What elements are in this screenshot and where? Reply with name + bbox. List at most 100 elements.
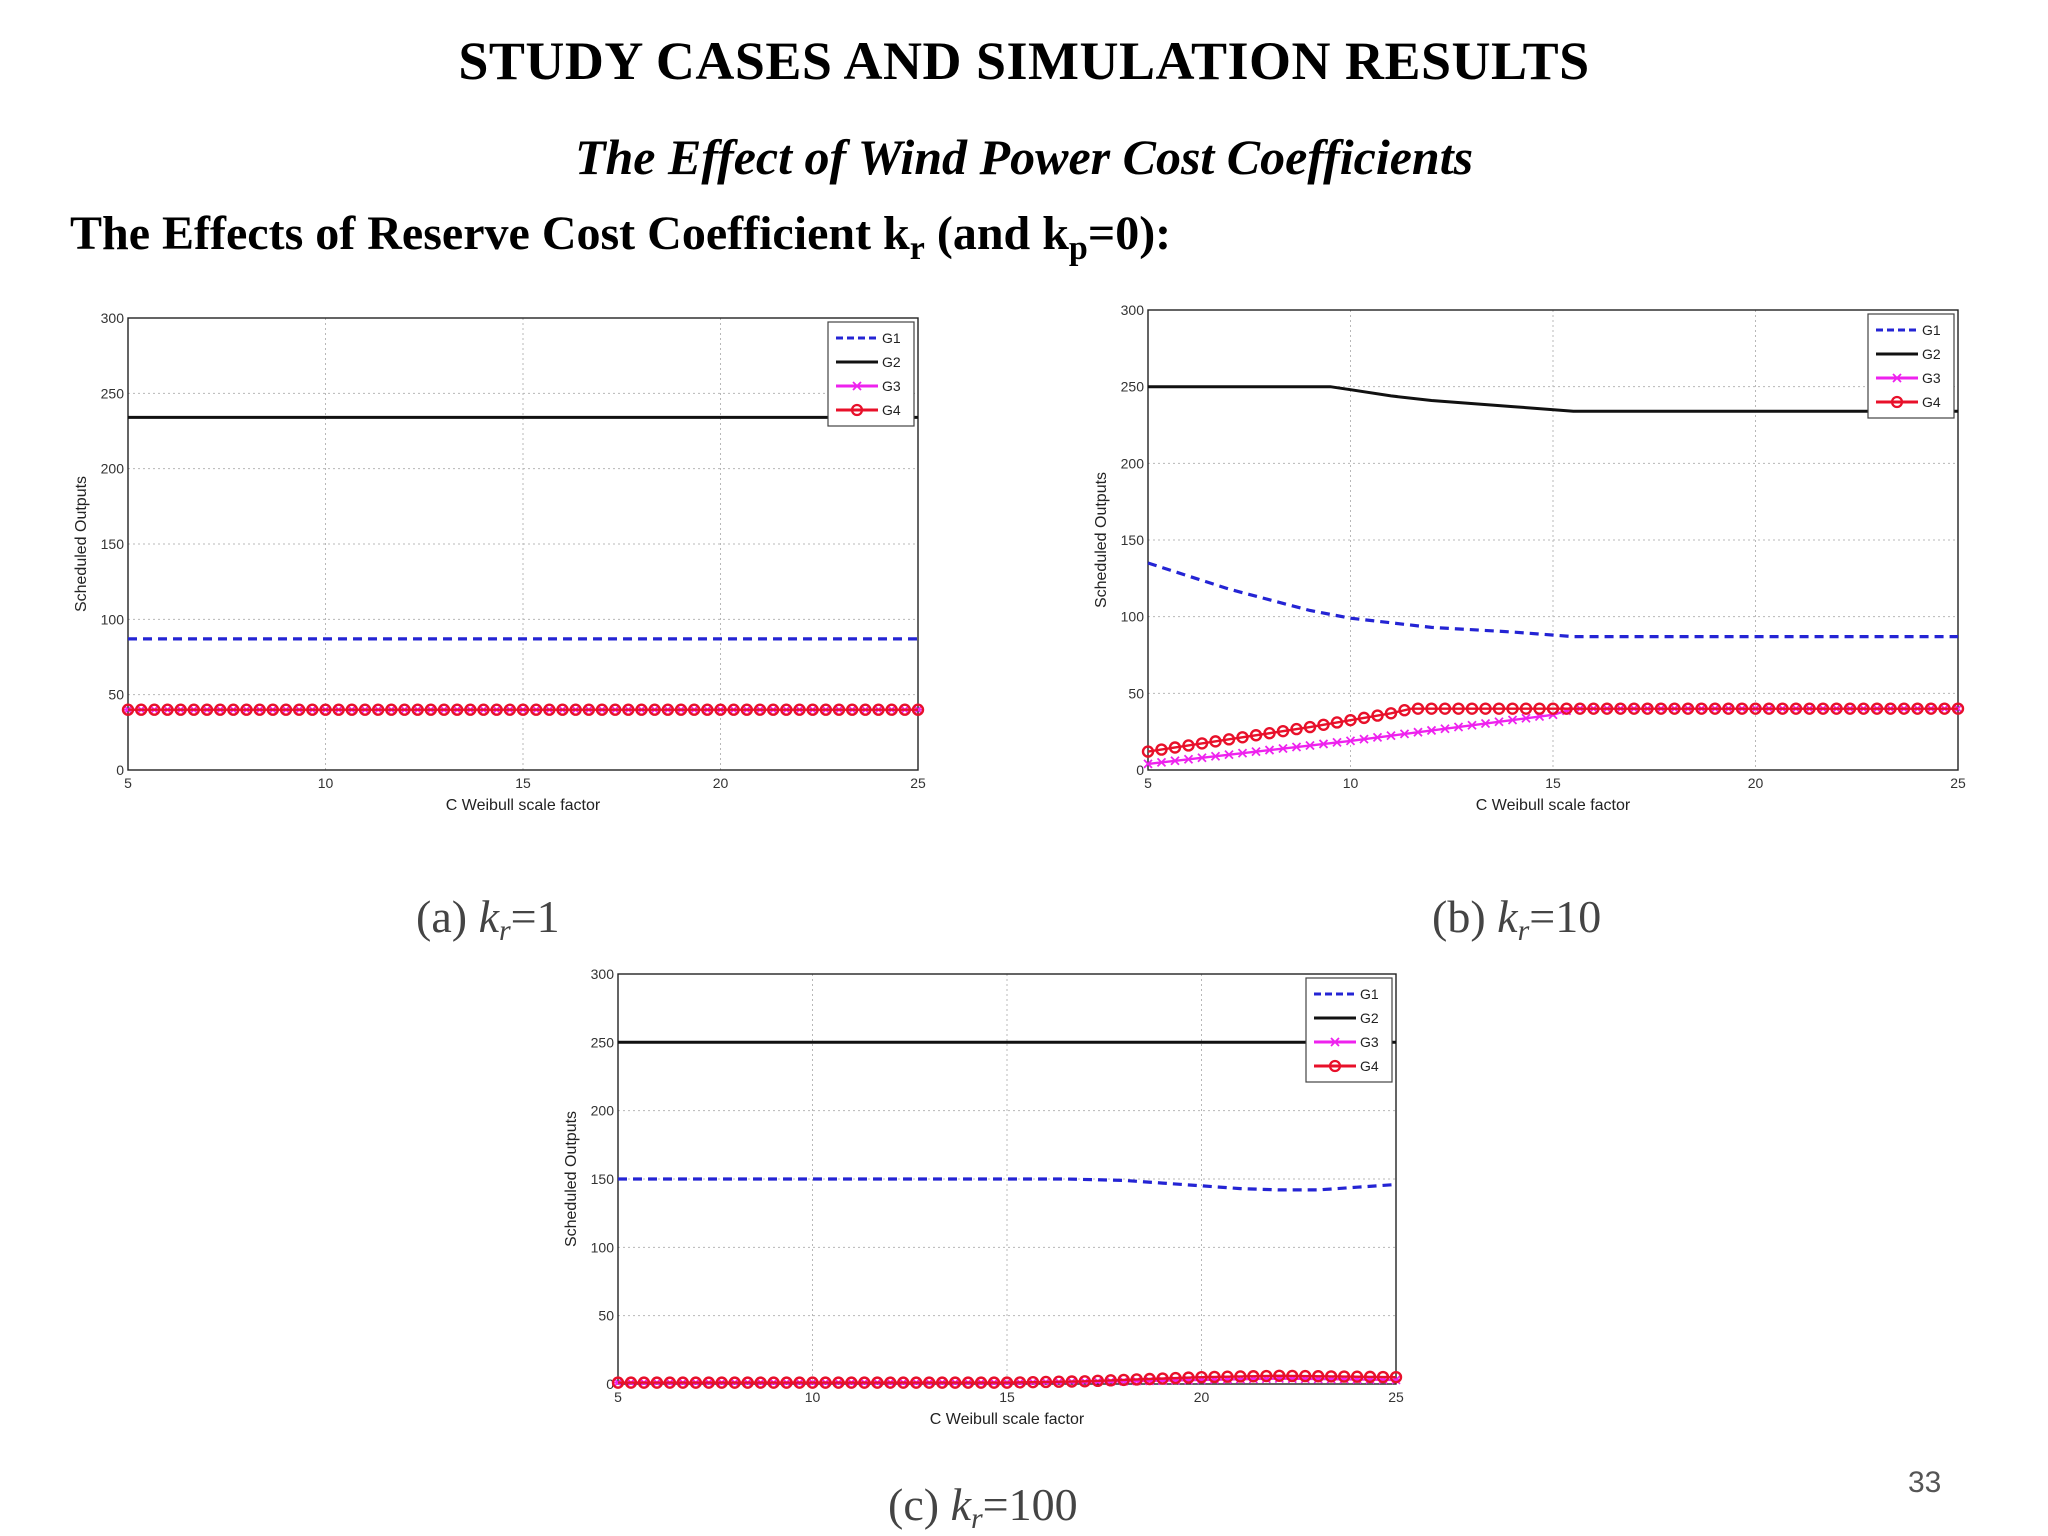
c2-series-G4-point-37 <box>1091 1374 1104 1388</box>
caption-a-eq: =1 <box>510 891 560 942</box>
caption-b-eq: =10 <box>1529 891 1602 942</box>
c2-series-G4-point-45 <box>1195 1370 1208 1384</box>
c1-series-G3-point-9-b <box>1264 745 1275 755</box>
c1-series-G4-point-18 <box>1384 707 1398 720</box>
c1-series-G3-point-24 <box>1467 720 1477 730</box>
c0-series-G4-point-40 <box>648 703 661 716</box>
c1-series-G2-line <box>1148 385 1958 413</box>
c0-series-G4-point-29 <box>503 703 517 716</box>
c1-series-G4-point-46 <box>1762 702 1776 715</box>
c1-series-G3-point-23-b <box>1453 722 1464 732</box>
c1-series-G3-point-15 <box>1345 736 1356 746</box>
c0-series-G4-point-49 <box>766 703 780 716</box>
c1-series-G3-point-11-b <box>1291 742 1302 752</box>
caption-b: (b) kr=10 <box>1432 890 1601 948</box>
c0-series-G4-point-39 <box>635 703 648 716</box>
c1-series-G3-point-1 <box>1156 757 1167 767</box>
slide-subtitle: The Effect of Wind Power Cost Coefficien… <box>574 129 1474 185</box>
c0-series-G4-point-3 <box>161 703 174 716</box>
c1-series-G4-point-7 <box>1236 731 1249 744</box>
c1-series-G3-point-3-b <box>1183 754 1194 764</box>
c2-series-G4-point-7 <box>702 1376 715 1389</box>
c0-series-G4-point-19 <box>371 703 385 716</box>
c0-legend-G2-label: G2 <box>882 354 901 370</box>
c2-series-G4-point-46 <box>1208 1370 1221 1384</box>
c1-series-G3-point-4-b <box>1197 753 1207 763</box>
c1-series-G3-point-23 <box>1453 722 1464 732</box>
c1-series-G3-point-2 <box>1170 756 1180 766</box>
c0-series-G4-point-55 <box>845 703 859 716</box>
c2-series-G4-point-4 <box>663 1376 677 1389</box>
c2-series-G4-point-39 <box>1117 1373 1130 1387</box>
c2-series-G4-point-58 <box>1363 1370 1377 1384</box>
c2-xtick-1: 10 <box>805 1389 821 1405</box>
c1-series-G3-point-7-b <box>1237 748 1248 758</box>
c2-series-G4-point-40 <box>1130 1373 1143 1386</box>
c1-series-G3-point-20-b <box>1413 727 1423 737</box>
c2-series-G4-point-8 <box>715 1376 728 1389</box>
c1-xtick-4: 25 <box>1950 775 1966 791</box>
c2-legend-G4-marker <box>1328 1059 1342 1073</box>
c0-legend-G3-marker <box>852 381 862 391</box>
c2-series-G4-point-34 <box>1052 1375 1066 1388</box>
c1-legend-G3-label: G3 <box>1922 370 1941 386</box>
c0-series-G4-point-0 <box>121 703 135 716</box>
c1-series-G4-point-25 <box>1479 702 1492 715</box>
c1-series-G4-point-34 <box>1600 702 1614 715</box>
c2-ytick-6: 300 <box>591 966 615 982</box>
c0-series-G4-point-57 <box>872 703 885 716</box>
c1-series-G4-point-20 <box>1411 702 1425 715</box>
c1-series-G4-point-10 <box>1276 724 1290 738</box>
c0-series-G4-point-20 <box>385 703 398 716</box>
c1-series-G3-point-26-b <box>1494 717 1504 727</box>
c1-series-G3-point-24-b <box>1467 720 1477 730</box>
c1-series-G4-point-32 <box>1573 702 1587 715</box>
caption-b-k: k <box>1497 891 1518 942</box>
c2-series-G4-point-31 <box>1013 1376 1027 1389</box>
slide-title: STUDY CASES AND SIMULATION RESULTS <box>458 31 1590 91</box>
c1-series-G4-point-44 <box>1735 702 1749 715</box>
c2-ytick-1: 50 <box>598 1308 614 1324</box>
c0-legend-G4-label: G4 <box>882 402 901 418</box>
c0-series-G4-point-47 <box>740 703 754 716</box>
c2-series-G4-point-27 <box>961 1376 975 1389</box>
c2-ylabel: Scheduled Outputs <box>563 1111 580 1247</box>
c2-series-G4-point-23 <box>910 1376 923 1389</box>
c2-series-G4-point-11 <box>754 1376 767 1389</box>
c1-series-G4-point-38 <box>1654 702 1668 715</box>
caption-b-open: (b) <box>1432 891 1498 942</box>
c0-series-G4-point-10 <box>253 703 266 716</box>
c2-series-G4-point-47 <box>1221 1370 1234 1383</box>
c2-series-G4-point-60 <box>1389 1370 1403 1384</box>
c1-series-G3-point-27-b <box>1507 715 1518 725</box>
c1-series-G4-point-36 <box>1627 702 1641 715</box>
c1-ytick-2: 100 <box>1121 609 1145 625</box>
c0-series-G4-point-23 <box>424 703 438 716</box>
c0-series-G4-point-42 <box>674 703 688 716</box>
c0-series-G4-point-41 <box>661 703 675 716</box>
c1-series-G4-point-24 <box>1465 702 1479 715</box>
c2-xtick-2: 15 <box>999 1389 1015 1405</box>
c1-series-G4-point-52 <box>1843 702 1857 715</box>
c1-series-G3-point-25 <box>1480 718 1491 729</box>
c2-series-G4-point-38 <box>1104 1374 1117 1387</box>
c2-series-G4-point-52 <box>1286 1369 1299 1383</box>
c1-ylabel: Scheduled Outputs <box>1093 472 1110 608</box>
c1-series-G4-point-26 <box>1492 702 1506 715</box>
c1-series-G4-point-0 <box>1141 745 1155 758</box>
c1-series-G3-point-28 <box>1521 713 1531 723</box>
c1-series-G3-point-17 <box>1372 732 1383 743</box>
c2-series-G4-point-55 <box>1324 1370 1338 1383</box>
c0-legend-G3-label: G3 <box>882 378 901 394</box>
c2-series-G4-point-57 <box>1350 1370 1364 1383</box>
c0-series-G4-point-43 <box>687 703 701 716</box>
c0-series-G4-point-32 <box>543 703 556 716</box>
c1-series-G3-point-12 <box>1305 740 1315 751</box>
c0-xtick-0: 5 <box>124 775 132 791</box>
c0-series-G4-point-30 <box>516 703 530 716</box>
c0-xlabel: C Weibull scale factor <box>446 797 601 814</box>
c0-series-G4-point-60 <box>911 703 925 716</box>
c2-series-G4-point-48 <box>1234 1370 1247 1383</box>
c1-series-G4-point-54 <box>1870 702 1884 715</box>
c0-legend-G1-label: G1 <box>882 330 901 346</box>
